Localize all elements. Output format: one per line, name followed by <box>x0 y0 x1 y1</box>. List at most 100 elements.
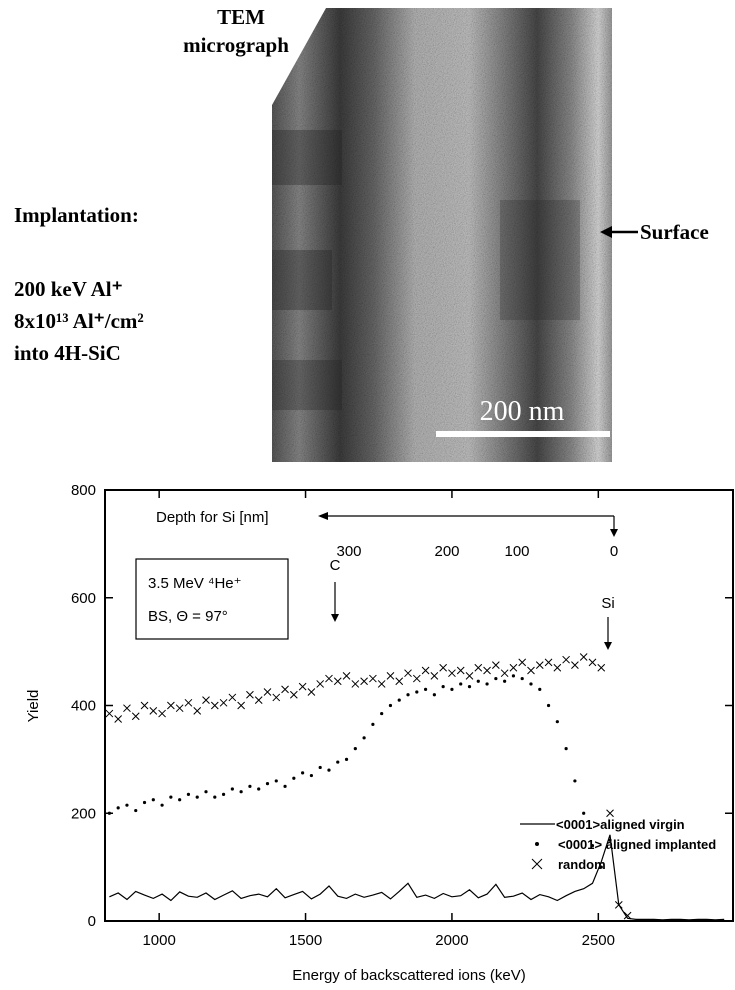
data-cross <box>316 680 325 688</box>
data-dot <box>599 865 603 869</box>
data-dot <box>125 803 129 807</box>
data-dot <box>160 803 164 807</box>
data-dot <box>151 798 155 802</box>
data-cross <box>483 666 491 675</box>
inset-box <box>135 558 289 640</box>
data-cross <box>105 709 114 718</box>
data-dot <box>380 711 384 716</box>
data-cross <box>448 669 456 678</box>
data-cross <box>562 655 570 664</box>
depth-axis-label: Depth for Si [nm] <box>156 509 269 526</box>
legend-label: random <box>558 857 606 872</box>
data-dot <box>582 811 586 815</box>
data-cross <box>219 698 228 707</box>
data-cross <box>518 658 527 667</box>
data-dot <box>248 784 252 788</box>
data-cross <box>210 701 219 710</box>
data-cross <box>369 674 377 683</box>
micrograph-title: micrograph <box>183 33 289 57</box>
data-cross <box>421 666 430 675</box>
legend-swatch <box>531 858 543 870</box>
data-dot <box>344 757 349 761</box>
implantation-line: 200 keV Al⁺ <box>14 277 123 301</box>
data-cross <box>202 696 210 704</box>
inset-text: 3.5 MeV ⁴He⁺ <box>148 575 242 592</box>
data-dot <box>441 685 445 689</box>
data-dot <box>195 795 199 799</box>
data-cross <box>623 911 632 920</box>
data-cross <box>588 658 597 667</box>
data-cross <box>325 674 333 683</box>
depth-tick-label: 0 <box>610 543 618 560</box>
data-cross <box>114 715 123 723</box>
data-dot <box>292 776 296 780</box>
data-dot <box>353 747 357 751</box>
depth-tick-label: 200 <box>434 543 459 560</box>
data-dot <box>538 687 542 691</box>
data-cross <box>579 653 588 661</box>
data-dot <box>397 698 401 702</box>
micrograph-image <box>272 8 612 462</box>
data-cross <box>491 661 500 669</box>
y-axis-title: Yield <box>25 690 42 723</box>
data-dot <box>362 736 366 740</box>
surface-label: Surface <box>640 220 709 244</box>
implantation-line: 8x10¹³ Al⁺/cm² <box>14 309 144 333</box>
depth-tick-label: 100 <box>504 543 529 560</box>
data-dot <box>336 760 340 764</box>
data-dot <box>459 682 463 686</box>
x-axis-title: Energy of backscattered ions (keV) <box>292 967 525 984</box>
scale-bar <box>436 431 610 437</box>
data-dot <box>371 722 375 726</box>
legend-swatch <box>535 842 539 846</box>
micrograph-title: TEM <box>217 5 265 29</box>
data-cross <box>439 663 448 672</box>
data-dot <box>213 795 217 799</box>
data-dot <box>529 682 533 686</box>
legend-label: <0001> aligned implanted <box>558 837 716 852</box>
data-dot <box>511 674 516 678</box>
data-cross <box>474 663 483 672</box>
data-cross <box>395 677 404 686</box>
annotation: Si <box>601 595 614 612</box>
data-dot <box>467 685 472 689</box>
data-dot <box>546 703 551 708</box>
inset-text: BS, Θ = 97° <box>148 608 228 625</box>
implantation-line: into 4H-SiC <box>14 341 121 365</box>
data-cross <box>149 707 158 715</box>
data-cross <box>614 900 623 909</box>
data-dot <box>274 779 278 783</box>
data-cross <box>193 707 202 715</box>
data-cross <box>237 701 245 710</box>
data-cross <box>527 666 535 675</box>
y-tick-label: 800 <box>71 482 96 499</box>
data-dot <box>432 693 436 697</box>
data-dot <box>590 843 595 848</box>
data-dot <box>265 782 270 786</box>
data-cross <box>167 701 175 710</box>
data-dot <box>257 787 261 791</box>
plot-frame <box>104 489 734 922</box>
data-cross <box>430 672 439 680</box>
data-cross <box>386 672 395 680</box>
data-cross <box>553 663 562 672</box>
data-cross <box>246 690 254 699</box>
data-dot <box>204 790 208 794</box>
data-cross <box>500 669 509 678</box>
data-dot <box>107 811 111 815</box>
data-cross <box>228 693 237 702</box>
data-dot <box>327 768 331 772</box>
surface-arrowhead <box>600 226 612 238</box>
data-dot <box>388 703 393 708</box>
data-dot <box>178 798 182 802</box>
data-dot <box>318 765 322 770</box>
data-dot <box>555 720 559 724</box>
data-dot <box>230 787 234 791</box>
data-cross <box>597 663 606 672</box>
data-cross <box>281 685 289 694</box>
data-dot <box>406 693 410 697</box>
data-cross <box>360 677 368 686</box>
x-tick-label: 2500 <box>582 932 615 949</box>
